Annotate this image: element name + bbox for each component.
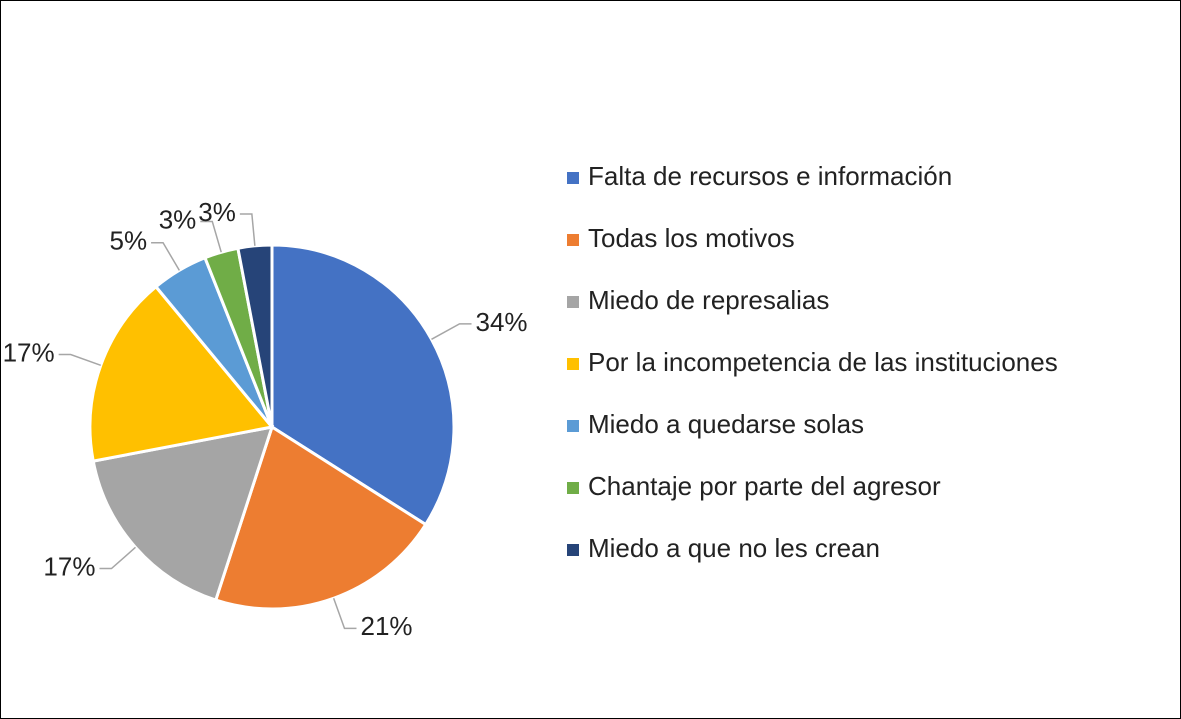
data-label: 5%	[109, 226, 147, 256]
legend-swatch	[567, 420, 579, 432]
legend-label: Miedo a que no les crean	[588, 533, 880, 563]
legend-label: Todas los motivos	[588, 223, 795, 253]
legend-swatch	[567, 296, 579, 308]
legend-label: Chantaje por parte del agresor	[588, 471, 941, 501]
legend-swatch	[567, 358, 579, 370]
legend-swatch	[567, 482, 579, 494]
leader-line	[332, 597, 357, 630]
data-label: 34%	[476, 307, 528, 337]
legend-swatch	[567, 544, 579, 556]
leader-line	[99, 546, 136, 570]
data-label: 21%	[360, 611, 412, 641]
data-label: 3%	[198, 197, 236, 227]
legend-label: Falta de recursos e información	[588, 161, 952, 191]
pie-slice	[91, 425, 275, 602]
leader-line	[151, 242, 181, 271]
legend-label: Miedo a quedarse solas	[588, 409, 864, 439]
legend-swatch	[567, 172, 579, 184]
legend-label: Miedo de represalias	[588, 285, 829, 315]
leader-line	[239, 213, 256, 246]
legend-label: Por la incompetencia de las institucione…	[588, 347, 1058, 377]
leader-line	[200, 220, 222, 253]
pie-slice	[88, 284, 275, 463]
legend-swatch	[567, 234, 579, 246]
data-label: 17%	[43, 551, 95, 581]
data-label: 3%	[159, 204, 197, 234]
pie-slice	[236, 243, 274, 428]
pie-slice	[213, 424, 428, 611]
leader-line	[58, 353, 102, 367]
data-label: 17%	[3, 337, 55, 367]
leader-line	[431, 323, 472, 340]
